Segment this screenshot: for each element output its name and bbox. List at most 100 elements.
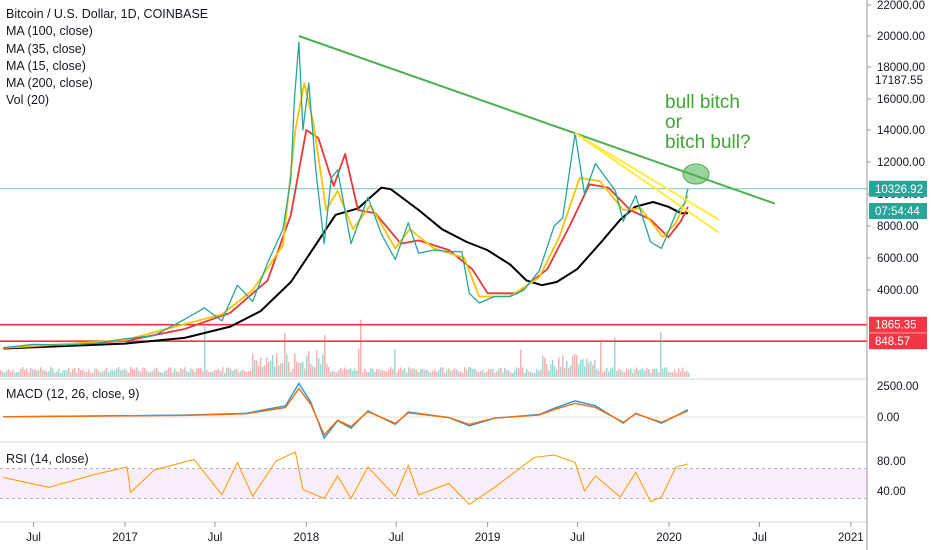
y-tick-label: 12000.00: [877, 157, 925, 169]
volume-bar: [172, 372, 174, 377]
volume-bar: [386, 371, 388, 377]
volume-bar: [32, 369, 34, 377]
volume-bar: [318, 358, 320, 377]
macd-label[interactable]: MACD (12, 26, close, 9): [6, 387, 140, 401]
indicator-ma200[interactable]: MA (200, close): [6, 76, 93, 91]
volume-bar: [420, 368, 422, 377]
volume-bar: [170, 367, 172, 377]
volume-bar: [424, 369, 426, 377]
volume-bar: [666, 367, 668, 377]
volume-bar: [446, 370, 448, 377]
indicator-ma15[interactable]: MA (15, close): [6, 58, 86, 73]
volume-bar: [552, 360, 554, 377]
rsi-label[interactable]: RSI (14, close): [6, 452, 89, 466]
volume-bar: [522, 367, 524, 377]
volume-bar: [42, 370, 44, 377]
volume-bar: [306, 356, 308, 377]
volume-bar: [84, 371, 86, 377]
volume-bar: [380, 370, 382, 377]
volume-bar: [584, 366, 586, 377]
volume-bar: [124, 368, 126, 377]
volume-bar: [490, 369, 492, 377]
x-tick-label: 2017: [112, 532, 138, 544]
volume-bar: [516, 367, 518, 377]
volume-bar: [280, 363, 282, 377]
volume-bar: [54, 372, 56, 377]
y-tick-label: 20000.00: [877, 31, 925, 43]
volume-bar: [346, 370, 348, 377]
volume-bar: [674, 369, 676, 377]
volume-bar: [562, 355, 564, 377]
volume-bar: [440, 367, 442, 377]
volume-bar: [130, 367, 132, 377]
volume-bar: [116, 368, 118, 377]
volume-bar: [668, 371, 670, 377]
volume-bar: [298, 362, 300, 377]
volume-bar: [470, 367, 472, 377]
volume-bar: [64, 370, 66, 377]
volume-bar: [102, 371, 104, 377]
volume-bar: [14, 372, 16, 377]
indicator-ma35[interactable]: MA (35, close): [6, 41, 86, 56]
volume-bar: [620, 369, 622, 377]
volume-bar: [402, 369, 404, 377]
macd-tick-label: 0.00: [877, 412, 899, 424]
volume-bar: [500, 367, 502, 377]
y-tick-label: 8000.00: [877, 221, 919, 233]
volume-bar: [426, 369, 428, 377]
volume-bar: [428, 371, 430, 377]
series-line-0: [3, 41, 689, 349]
volume-bar: [292, 368, 294, 377]
volume-bar: [466, 370, 468, 377]
volume-bar: [626, 368, 628, 377]
volume-bar: [152, 371, 154, 377]
volume-bar: [400, 367, 402, 377]
volume-bar: [38, 370, 40, 377]
volume-bar: [316, 350, 318, 377]
volume-bar: [558, 357, 560, 377]
volume-bar: [276, 353, 278, 377]
symbol-title[interactable]: Bitcoin / U.S. Dollar, 1D, COINBASE: [6, 7, 209, 21]
volume-bar: [302, 361, 304, 377]
volume-bar: [182, 369, 184, 377]
volume-bar: [520, 349, 522, 377]
volume-bar: [628, 369, 630, 377]
volume-bar: [144, 368, 146, 377]
indicator-volume[interactable]: Vol (20): [6, 93, 50, 108]
volume-bar: [282, 363, 284, 377]
volume-bar: [336, 372, 338, 377]
volume-bar: [62, 370, 64, 377]
price-tag: [869, 203, 927, 219]
volume-bar: [644, 370, 646, 377]
volume-bar: [192, 369, 194, 377]
volume-bar: [30, 367, 32, 377]
x-tick-label: Jul: [389, 532, 404, 544]
volume-bar: [128, 372, 130, 377]
volume-bar: [444, 372, 446, 377]
volume-bar: [216, 370, 218, 377]
volume-bar: [618, 368, 620, 377]
volume-bar: [330, 371, 332, 377]
indicator-ma100[interactable]: MA (100, close): [6, 24, 93, 39]
volume-bar: [118, 367, 120, 377]
volume-bar: [272, 355, 274, 377]
volume-bar: [612, 367, 614, 377]
y-tick-label: 22000.00: [877, 0, 925, 12]
volume-bar: [166, 370, 168, 377]
volume-bar: [228, 367, 230, 377]
volume-bar: [264, 365, 266, 377]
volume-bar: [588, 362, 590, 377]
volume-bar: [222, 367, 224, 377]
volume-bar: [28, 372, 30, 377]
volume-bar: [196, 368, 198, 377]
rsi-band: [0, 468, 867, 499]
volume-bar: [654, 368, 656, 377]
x-tick-label: 2019: [475, 532, 501, 544]
price-tag: [869, 180, 927, 197]
volume-bar: [676, 372, 678, 377]
volume-bar: [178, 372, 180, 377]
volume-bar: [364, 369, 366, 377]
volume-bar: [206, 369, 208, 377]
volume-bar: [6, 370, 8, 377]
